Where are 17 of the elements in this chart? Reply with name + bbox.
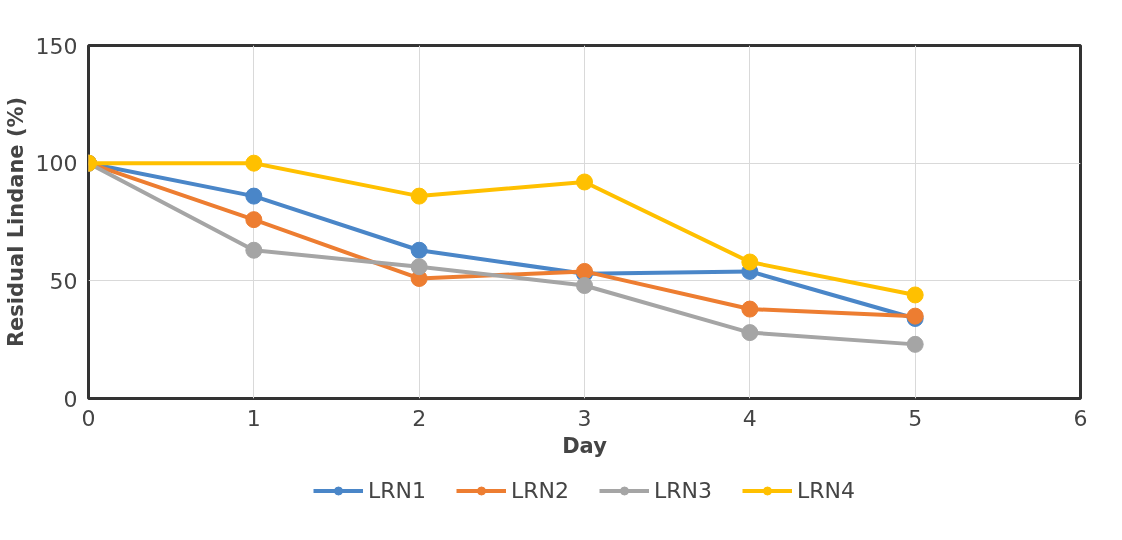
legend-label: LRN4 (797, 477, 855, 503)
y-tick-label: 50 (49, 268, 78, 294)
x-axis-title: Day (562, 433, 608, 458)
y-tick-label: 100 (35, 151, 78, 177)
x-tick-label: 3 (577, 405, 592, 431)
x-tick-label: 1 (246, 405, 261, 431)
y-tick-label: 0 (63, 386, 78, 412)
x-tick-label: 2 (412, 405, 427, 431)
x-tick-label: 4 (742, 405, 757, 431)
y-tick-label: 150 (35, 33, 78, 59)
legend-label: LRN3 (654, 477, 712, 503)
legend-label: LRN2 (511, 477, 569, 503)
x-tick-label: 6 (1073, 405, 1088, 431)
legend-label: LRN1 (368, 477, 426, 503)
x-tick-label: 5 (908, 405, 923, 431)
x-tick-label: 0 (81, 405, 96, 431)
y-axis-title: Residual Lindane (%) (3, 96, 28, 348)
